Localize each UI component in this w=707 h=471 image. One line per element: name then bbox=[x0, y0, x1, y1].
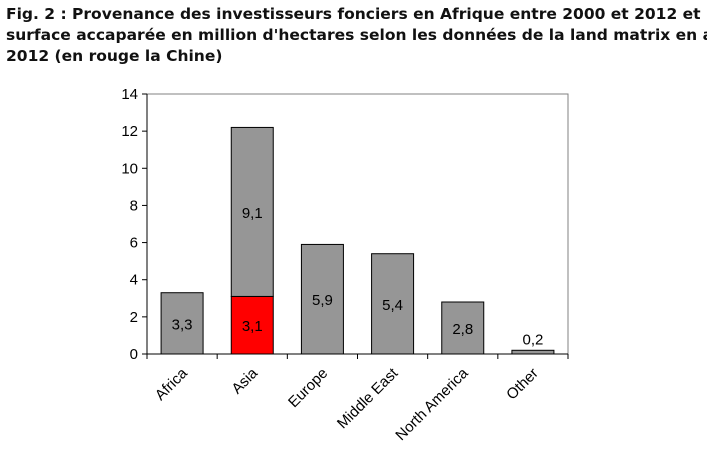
x-category-label: North America bbox=[392, 364, 472, 444]
data-label: 0,2 bbox=[522, 331, 543, 348]
data-labels: 3,3 3,1 9,1 5,9 5,4 2,8 0,2 bbox=[172, 205, 544, 348]
y-tick-label: 8 bbox=[130, 197, 138, 214]
chart-title-line-3: 2012 (en rouge la Chine) bbox=[6, 47, 223, 65]
chart-title-line-2: surface accaparée en million d'hectares … bbox=[6, 26, 707, 44]
data-label: 5,9 bbox=[312, 292, 333, 309]
bar-segment bbox=[511, 349, 555, 355]
data-label: 2,8 bbox=[452, 321, 473, 338]
data-label: 9,1 bbox=[242, 205, 263, 222]
x-category-label: Other bbox=[503, 365, 542, 404]
y-tick-label: 10 bbox=[121, 160, 138, 177]
y-tick-label: 6 bbox=[130, 235, 138, 252]
chart-title-line-1: Fig. 2 : Provenance des investisseurs fo… bbox=[6, 5, 701, 23]
bar-segment bbox=[160, 292, 204, 355]
y-tick-label: 0 bbox=[130, 346, 138, 363]
y-tick-label: 2 bbox=[130, 309, 138, 326]
bar-segment bbox=[371, 253, 415, 355]
bars bbox=[160, 126, 555, 355]
data-label: 3,1 bbox=[242, 318, 263, 335]
data-label: 3,3 bbox=[172, 316, 193, 333]
bar-segment bbox=[441, 301, 485, 355]
x-category-label: Europe bbox=[285, 365, 331, 411]
y-axis: 0 2 4 6 8 10 12 14 bbox=[121, 86, 148, 363]
plot-border bbox=[146, 93, 569, 355]
x-category-label: Middle East bbox=[334, 364, 402, 432]
x-category-label: Asia bbox=[228, 364, 261, 397]
data-label: 5,4 bbox=[382, 297, 403, 314]
x-category-label: Africa bbox=[152, 364, 192, 404]
y-tick-label: 14 bbox=[121, 86, 138, 103]
bar-segment bbox=[230, 295, 274, 355]
y-tick-label: 4 bbox=[130, 272, 138, 289]
bar-segment bbox=[230, 126, 274, 297]
y-tick-label: 12 bbox=[121, 123, 138, 140]
chart-title: Fig. 2 : Provenance des investisseurs fo… bbox=[6, 4, 707, 67]
plot-area bbox=[146, 93, 569, 355]
bar-segment bbox=[300, 243, 344, 355]
